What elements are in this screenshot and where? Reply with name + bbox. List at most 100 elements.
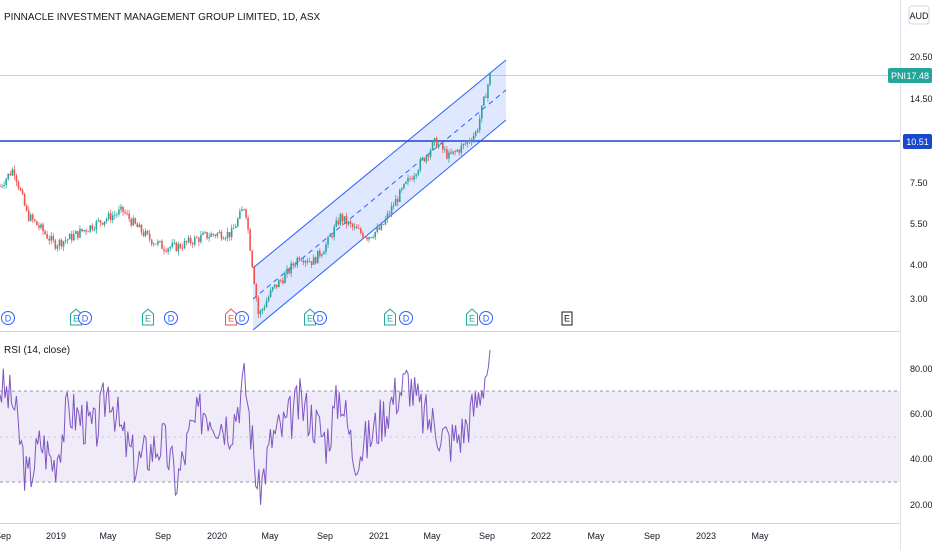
candle-body <box>13 169 16 176</box>
candle <box>191 241 194 249</box>
earnings-marker-icon <box>561 311 573 326</box>
candle-body <box>179 244 182 248</box>
candle-body <box>288 268 290 274</box>
dividend-marker[interactable]: D <box>479 311 493 325</box>
candle-body <box>177 244 180 252</box>
candle-body <box>439 143 442 145</box>
candle-body <box>366 237 368 240</box>
earnings-marker[interactable]: E <box>466 308 478 326</box>
candle <box>9 170 12 177</box>
candle-body <box>15 175 18 182</box>
regression-channel[interactable] <box>252 59 507 331</box>
candle-body <box>401 188 403 190</box>
dividend-marker[interactable]: D <box>78 311 92 325</box>
earnings-marker[interactable]: E <box>561 311 573 326</box>
event-marker-label: E <box>228 314 234 324</box>
candle <box>382 223 385 226</box>
earnings-marker[interactable]: E <box>304 308 316 326</box>
dividend-marker[interactable]: D <box>1 311 15 325</box>
candle-body <box>109 213 112 221</box>
candle <box>44 229 46 236</box>
candle <box>296 256 299 268</box>
candle-body <box>263 307 266 310</box>
candle <box>442 141 444 154</box>
candle <box>95 219 98 234</box>
candle-body <box>175 242 178 252</box>
candle-body <box>339 214 342 225</box>
candle-body <box>444 149 446 151</box>
candle <box>17 179 20 191</box>
candle <box>111 211 114 224</box>
candle <box>343 216 346 223</box>
candle <box>179 242 182 250</box>
candle <box>25 203 28 212</box>
candle <box>97 217 100 223</box>
candle <box>386 210 389 223</box>
dividend-marker[interactable]: D <box>313 311 327 325</box>
candle <box>388 210 391 217</box>
candle-body <box>157 241 159 245</box>
candle <box>68 232 71 240</box>
candle-body <box>247 217 249 230</box>
candle-body <box>48 238 51 241</box>
candle <box>288 267 290 275</box>
candle-body <box>374 231 376 238</box>
rsi-axis[interactable]: 80.00 60.00 40.00 20.00 <box>910 364 932 510</box>
event-marker-label: E <box>73 314 79 324</box>
candle <box>5 177 7 189</box>
earnings-marker[interactable]: E <box>384 308 396 326</box>
candle <box>392 201 395 210</box>
dividend-marker[interactable]: D <box>399 311 413 325</box>
candle <box>232 224 235 229</box>
candle-body <box>337 220 340 225</box>
price-axis[interactable]: 20.50 14.50 7.50 5.50 4.00 3.00 <box>910 52 932 304</box>
candle-body <box>5 178 7 186</box>
earnings-marker[interactable]: E <box>225 308 237 326</box>
earnings-marker-icon <box>384 308 396 326</box>
candle <box>116 212 118 218</box>
dividend-marker[interactable]: D <box>235 311 249 325</box>
candle <box>439 142 442 146</box>
event-marker-label: E <box>469 314 475 324</box>
candle-body <box>152 243 155 245</box>
candle <box>146 230 149 236</box>
rsi-tick: 20.00 <box>910 500 932 510</box>
price-tick: 7.50 <box>910 178 928 188</box>
dividend-marker-icon <box>235 311 249 325</box>
event-marker-label: D <box>5 314 12 324</box>
event-marker-label: E <box>564 314 570 324</box>
candle-body <box>93 229 96 231</box>
candle-body <box>310 261 313 265</box>
candle <box>483 95 485 107</box>
time-axis[interactable]: Sep 2019 May Sep 2020 May Sep 2021 May S… <box>0 531 769 541</box>
currency-button[interactable] <box>908 5 930 25</box>
candle-body <box>241 209 243 212</box>
candle <box>411 175 413 181</box>
candle <box>290 260 292 278</box>
candle-body <box>347 221 350 225</box>
candle-body <box>314 257 317 264</box>
currency-label: AUD <box>909 11 929 21</box>
candle-body <box>81 228 83 232</box>
candle-body <box>99 220 102 223</box>
earnings-marker[interactable]: E <box>142 308 154 326</box>
candle-body <box>267 296 270 302</box>
candle-body <box>458 149 461 153</box>
dividend-marker[interactable]: D <box>164 311 178 325</box>
time-tick: 2020 <box>207 531 227 541</box>
candle <box>366 236 368 242</box>
candle <box>107 210 110 221</box>
regression-channel-upper[interactable] <box>252 59 507 269</box>
candle-body <box>187 237 190 243</box>
candle-body <box>38 225 40 228</box>
candle <box>64 236 67 244</box>
candle <box>81 228 83 233</box>
candle <box>245 208 247 220</box>
candle-body <box>292 263 294 266</box>
candle-body <box>167 248 169 252</box>
candle-body <box>446 149 448 159</box>
candle <box>298 255 301 262</box>
